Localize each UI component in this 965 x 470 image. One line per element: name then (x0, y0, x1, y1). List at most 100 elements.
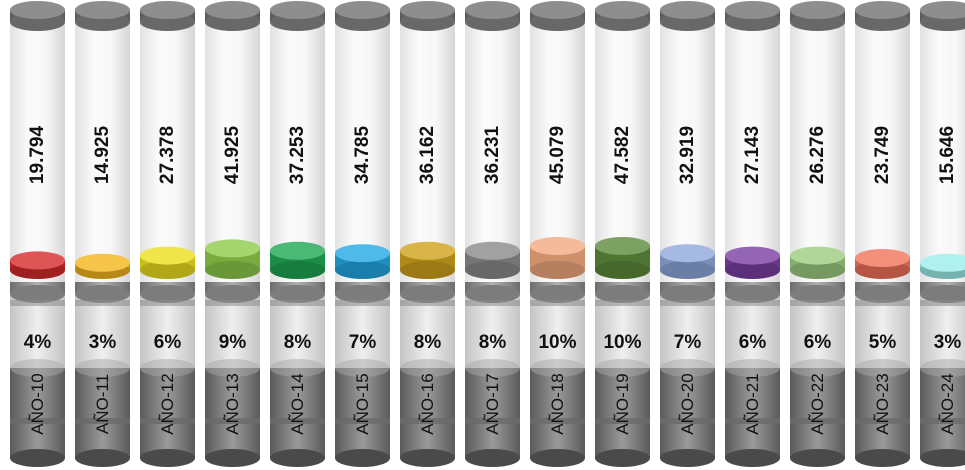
cylinder-13: 23.749 5% AÑO-23 (855, 1, 910, 467)
cylinder-3: 41.925 9% AÑO-13 (205, 1, 260, 467)
ring-lower (465, 300, 520, 306)
ring-lower (140, 300, 195, 306)
percent-label: 6% (739, 332, 767, 353)
cap-top (465, 1, 520, 19)
ring-lower (10, 300, 65, 306)
category-label: AÑO-14 (288, 373, 307, 434)
percent-disc (205, 239, 260, 258)
cylinder-9: 47.582 10% AÑO-19 (595, 1, 650, 467)
cylinder-11: 27.143 6% AÑO-21 (725, 1, 780, 467)
percent-fill-bottom (400, 261, 455, 279)
category-label: AÑO-12 (158, 373, 177, 434)
lower-edge (790, 359, 845, 377)
ring-lower (855, 300, 910, 306)
percent-label: 8% (479, 332, 507, 353)
ring-upper-bottom (10, 285, 65, 303)
cylinder-glass (205, 22, 260, 282)
lower-edge (140, 359, 195, 377)
percent-label: 7% (674, 332, 702, 353)
percent-disc (335, 244, 390, 263)
cylinder-bottom (465, 449, 520, 467)
cylinder-8: 45.079 10% AÑO-18 (530, 1, 585, 467)
category-label: AÑO-15 (353, 373, 372, 434)
lower-edge (920, 359, 965, 377)
percent-disc (920, 253, 965, 272)
cylinder-bottom (660, 449, 715, 467)
ring-lower (400, 300, 455, 306)
category-label: AÑO-22 (808, 373, 827, 434)
base-band (660, 418, 715, 424)
percent-label: 6% (154, 332, 182, 353)
percent-label: 10% (538, 332, 576, 353)
value-label: 34.785 (352, 126, 373, 185)
base-band (920, 418, 965, 424)
percent-disc (465, 241, 520, 260)
ring-upper-bottom (205, 285, 260, 303)
cylinder-2: 27.378 6% AÑO-12 (140, 1, 195, 467)
percent-disc (10, 251, 65, 270)
percent-fill-bottom (725, 261, 780, 279)
value-label: 14.925 (92, 126, 113, 185)
percent-fill-bottom (270, 261, 325, 279)
category-label: AÑO-17 (483, 373, 502, 434)
ring-upper-bottom (335, 285, 390, 303)
cylinder-glass (75, 22, 130, 282)
cap-top (75, 1, 130, 19)
cylinder-14: 15.646 3% AÑO-24 (920, 1, 965, 467)
cap-top (725, 1, 780, 19)
value-label: 32.919 (677, 126, 698, 184)
percent-disc (270, 241, 325, 260)
category-label: AÑO-11 (93, 374, 112, 434)
ring-upper-bottom (855, 285, 910, 303)
percent-label: 8% (284, 332, 312, 353)
cylinder-glass (400, 22, 455, 282)
percent-label: 3% (934, 332, 962, 353)
category-label: AÑO-24 (938, 373, 957, 434)
cylinder-bottom (270, 449, 325, 467)
cylinder-glass (790, 22, 845, 282)
ring-lower (75, 300, 130, 306)
value-label: 45.079 (547, 126, 568, 184)
cylinder-bottom (530, 449, 585, 467)
percent-label: 6% (804, 332, 832, 353)
base-band (465, 418, 520, 424)
cap-top (790, 1, 845, 19)
cylinder-6: 36.162 8% AÑO-16 (400, 1, 455, 467)
cylinder-bottom (140, 449, 195, 467)
base-band (75, 418, 130, 424)
cylinder-glass (725, 22, 780, 282)
percent-disc (725, 246, 780, 265)
cylinder-bottom (400, 449, 455, 467)
percent-label: 10% (603, 332, 641, 353)
ring-lower (920, 300, 965, 306)
cylinder-bottom (205, 449, 260, 467)
percent-disc (595, 237, 650, 255)
ring-upper-bottom (920, 285, 965, 303)
category-label: AÑO-18 (548, 373, 567, 434)
cylinder-bottom (10, 449, 65, 467)
percent-label: 9% (219, 332, 247, 353)
base-band (270, 418, 325, 424)
category-label: AÑO-20 (678, 373, 697, 434)
percent-label: 7% (349, 332, 377, 353)
cylinder-bottom (725, 449, 780, 467)
cap-top (400, 1, 455, 19)
cylinder-bottom (75, 449, 130, 467)
lower-edge (270, 359, 325, 377)
lower-edge (660, 359, 715, 377)
percent-fill-bottom (530, 261, 585, 279)
cylinder-1: 14.925 3% AÑO-11 (75, 1, 130, 467)
lower-edge (205, 359, 260, 377)
base-band (335, 418, 390, 424)
cylinder-glass (465, 22, 520, 282)
category-label: AÑO-10 (28, 373, 47, 434)
cylinder-4: 37.253 8% AÑO-14 (270, 1, 325, 467)
cap-top (335, 1, 390, 19)
base-band (530, 418, 585, 424)
value-label: 27.378 (157, 126, 178, 184)
percent-disc (855, 249, 910, 267)
value-label: 41.925 (222, 126, 243, 185)
percent-label: 5% (869, 332, 897, 353)
ring-lower (595, 300, 650, 306)
